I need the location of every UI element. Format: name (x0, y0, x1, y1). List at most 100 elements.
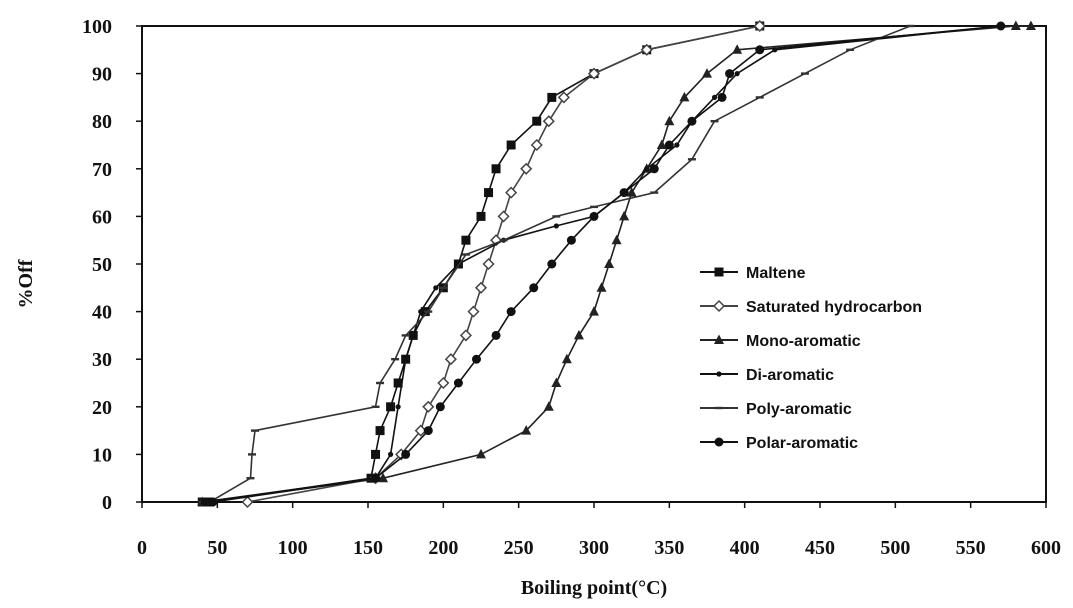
data-point (553, 223, 559, 229)
data-point (251, 429, 259, 432)
series-line (202, 25, 760, 503)
data-point (461, 235, 471, 245)
data-point (552, 215, 561, 218)
legend-marker (714, 437, 724, 447)
legend-label: Mono-aromatic (746, 333, 861, 350)
data-point (846, 48, 855, 51)
data-point (626, 187, 637, 197)
x-tick-label: 200 (428, 537, 458, 559)
data-point (551, 377, 562, 387)
series-line (202, 25, 911, 503)
x-tick-label: 400 (730, 537, 760, 559)
series-layer (197, 19, 1036, 509)
legend-label: Saturated hydrocarbon (746, 299, 922, 316)
data-point (619, 210, 630, 221)
x-tick-label: 500 (880, 537, 910, 559)
data-point (418, 309, 424, 315)
data-point (474, 281, 488, 294)
data-point (530, 138, 543, 152)
data-point (725, 69, 735, 79)
data-point (566, 235, 576, 245)
data-point (401, 449, 411, 459)
x-tick-label: 350 (654, 537, 684, 559)
data-point (656, 139, 667, 149)
x-axis-ticks: 0 50 100 150 200 250 300 350 400 450 500 550 600 (137, 502, 1061, 559)
y-tick-label: 30 (92, 349, 112, 371)
data-point (401, 334, 410, 337)
series-mono-aromatic (197, 20, 1036, 506)
data-point (1010, 20, 1021, 30)
data-point (996, 21, 1006, 31)
data-point (433, 285, 439, 291)
data-point (491, 330, 501, 340)
data-point (437, 376, 450, 390)
legend-marker (712, 299, 726, 313)
data-point (467, 305, 480, 318)
data-point (529, 283, 539, 293)
data-point (906, 24, 915, 28)
series-di-aromatic (199, 23, 1004, 505)
data-point (521, 425, 532, 435)
y-tick-label: 80 (92, 111, 112, 133)
data-point (542, 115, 555, 128)
x-tick-label: 300 (579, 537, 609, 559)
data-point (589, 306, 599, 316)
legend-label: Poly-aromatic (746, 401, 852, 418)
legend-item: Di-aromatic (700, 367, 834, 384)
data-point (753, 19, 766, 33)
y-tick-label: 50 (92, 254, 112, 276)
legend-item: Maltene (700, 265, 806, 282)
data-point (482, 257, 495, 271)
data-point (679, 91, 690, 102)
data-point (1025, 20, 1036, 30)
data-point (547, 259, 557, 269)
data-point (444, 353, 457, 366)
legend-marker (714, 267, 724, 277)
data-point (371, 473, 381, 483)
plot-frame (141, 25, 1047, 503)
y-tick-label: 10 (92, 444, 112, 466)
data-point (476, 211, 486, 221)
data-point (649, 164, 659, 174)
data-point (371, 405, 380, 408)
x-tick-label: 150 (353, 537, 383, 559)
data-point (589, 211, 599, 221)
data-point (561, 353, 572, 364)
data-point (710, 120, 719, 123)
data-point (587, 67, 601, 80)
y-tick-label: 100 (82, 16, 112, 38)
data-point (619, 188, 629, 198)
data-point (393, 378, 403, 388)
y-axis-ticks: 0 10 20 30 40 50 60 70 80 90 100 (82, 16, 142, 514)
data-point (422, 400, 435, 413)
data-point (247, 453, 256, 456)
data-point (371, 449, 381, 459)
x-tick-label: 550 (956, 537, 986, 559)
series-saturated-hydrocarbon (241, 19, 766, 509)
data-point (378, 472, 389, 483)
data-point (664, 140, 674, 150)
series-maltene (197, 21, 765, 507)
data-point (800, 72, 809, 75)
y-tick-label: 0 (102, 492, 112, 514)
legend-item: Saturated hydrocarbon (700, 299, 922, 316)
legend: Maltene Saturated hydrocarbon Mono-aromati… (700, 265, 922, 452)
data-point (435, 402, 445, 412)
y-tick-label: 90 (92, 64, 112, 86)
data-point (755, 45, 765, 55)
y-tick-label: 70 (92, 159, 112, 181)
data-point (414, 424, 427, 437)
series-line (205, 25, 1001, 503)
data-point (640, 43, 653, 56)
series-poly-aromatic (198, 24, 915, 504)
x-tick-label: 600 (1031, 537, 1061, 559)
legend-marker (716, 371, 722, 377)
data-point (532, 116, 542, 126)
legend-marker (715, 406, 723, 410)
data-point (423, 426, 433, 436)
data-point (717, 92, 727, 102)
data-point (573, 329, 584, 340)
y-tick-label: 60 (92, 206, 112, 228)
data-point (491, 164, 501, 174)
